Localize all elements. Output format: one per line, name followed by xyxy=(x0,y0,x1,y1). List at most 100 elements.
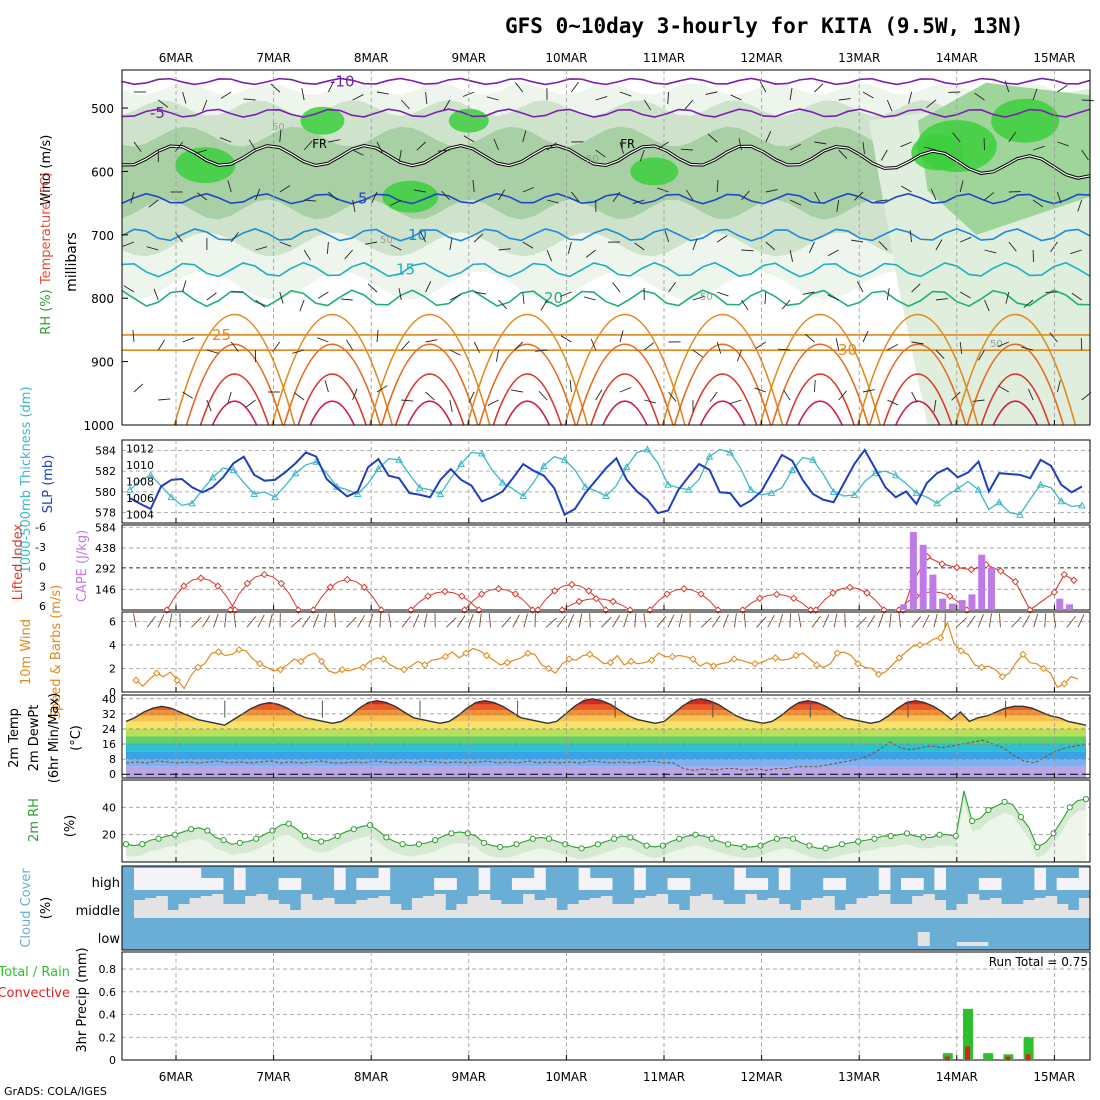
wind-barb xyxy=(984,192,995,201)
cloud-layer-label: high xyxy=(92,876,120,891)
wind-barb-10m xyxy=(711,615,721,628)
wind-barb xyxy=(952,132,961,143)
cloud-low-cell xyxy=(966,942,979,946)
x-label-top: 14MAR xyxy=(936,51,978,65)
rh-marker xyxy=(529,835,536,842)
wind-barb xyxy=(202,99,208,112)
rh-contour-label: 50 xyxy=(990,339,1003,350)
wind-speed-marker xyxy=(586,650,594,659)
wind-barb-10m xyxy=(811,615,821,628)
wind-barb xyxy=(583,296,596,301)
cloud-low-cell xyxy=(956,942,969,946)
cloud-high-cell xyxy=(589,878,602,890)
rh-marker xyxy=(187,826,195,833)
cloud-mid-cell xyxy=(445,910,457,918)
wind-barb xyxy=(862,141,865,154)
wind-barb xyxy=(571,82,579,93)
cloud-high-cell xyxy=(734,868,746,890)
wind-barb xyxy=(498,299,508,310)
wind-barb xyxy=(487,399,499,406)
thickness-marker xyxy=(891,471,900,479)
cloud-mid-cell xyxy=(945,910,958,918)
wind-barb xyxy=(352,388,358,401)
cloud-mid-cell xyxy=(134,900,146,918)
wind-barb xyxy=(449,238,453,251)
cloud-mid-cell xyxy=(1023,900,1035,918)
wind-barb xyxy=(736,349,742,362)
cloud-mid-cell xyxy=(1045,896,1058,918)
temp-line xyxy=(125,698,1087,726)
wind-barb xyxy=(1049,332,1058,343)
rh-marker xyxy=(887,832,894,840)
li-marker xyxy=(938,560,946,568)
wind-barb xyxy=(326,241,329,254)
li-axis-label: Lifted Index xyxy=(11,523,26,600)
wind-speed-marker xyxy=(771,654,780,662)
li-marker xyxy=(592,594,600,603)
cloud-mid-cell xyxy=(311,900,324,918)
precip-convective-bar xyxy=(965,1046,970,1060)
li-marker xyxy=(260,570,269,579)
rh-marker xyxy=(611,835,618,842)
temp-band xyxy=(126,710,1086,716)
rh-axis-label-b: (%) xyxy=(63,815,78,838)
wind-barb xyxy=(644,399,657,404)
rh-contour-label: 50 xyxy=(272,122,285,133)
wind-barb xyxy=(472,180,475,193)
wind-barb xyxy=(468,391,475,403)
wind-barb xyxy=(546,249,553,262)
wind-barb xyxy=(754,387,766,393)
wind-barb xyxy=(230,232,239,243)
cloud-high-cell xyxy=(578,868,591,890)
wind-barb xyxy=(974,92,985,101)
wind-barb-10m xyxy=(501,616,512,628)
rh-marker xyxy=(301,832,309,840)
wind-barb xyxy=(219,137,232,143)
wind-speed-marker xyxy=(957,647,965,655)
wind-barb xyxy=(255,246,268,251)
cloud-high-cell xyxy=(434,878,446,890)
temp-tick: 40 xyxy=(102,693,116,706)
thickness-marker xyxy=(995,498,1004,506)
cloud-mid-cell xyxy=(534,900,546,918)
temp-axis-label-d: (°C) xyxy=(69,725,84,751)
cloud-mid-cell xyxy=(623,904,635,918)
cloud-mid-cell xyxy=(689,896,702,918)
rh-marker xyxy=(366,822,374,829)
wind-barb xyxy=(567,241,572,254)
cloud-high-cell xyxy=(145,868,157,890)
rh-marker xyxy=(318,838,325,845)
cloud-high-cell xyxy=(178,868,191,890)
cloud-high-cell xyxy=(756,878,769,890)
wind-barb xyxy=(158,398,171,401)
wind-speed-marker xyxy=(689,655,697,663)
thickness-marker xyxy=(829,487,838,495)
cloud-mid-cell xyxy=(389,904,402,918)
precip-tick: 0.4 xyxy=(99,1009,117,1022)
wind-barb xyxy=(838,149,848,159)
x-label-top: 6MAR xyxy=(159,51,194,65)
wind-barb xyxy=(328,139,341,143)
thickness-marker xyxy=(457,459,465,467)
thickness-marker xyxy=(850,490,859,498)
wind-barb xyxy=(367,283,378,293)
rh-marker xyxy=(480,839,488,846)
wind-barb xyxy=(959,180,964,193)
pbl-contour xyxy=(504,400,551,426)
wind-barb xyxy=(935,298,948,301)
cloud-mid-cell xyxy=(612,904,624,918)
cloud-mid-cell xyxy=(245,896,257,918)
temp-tick: 24 xyxy=(102,723,116,736)
cloud-mid-cell xyxy=(256,894,268,918)
cloud-mid-cell xyxy=(578,900,591,918)
thickness-marker xyxy=(643,445,652,453)
wind-barb-10m xyxy=(357,614,366,628)
wind-barb xyxy=(862,389,875,393)
isotherm-label: -5 xyxy=(150,104,165,122)
cloud-high-cell xyxy=(167,868,179,890)
thickness-axis-label: 1000-500mb Thickness (dm) xyxy=(19,386,34,573)
wind-barb xyxy=(324,380,329,393)
isotherm-label: 5 xyxy=(358,190,368,208)
wind-barb xyxy=(789,143,801,151)
wind-barb-10m xyxy=(334,613,336,628)
